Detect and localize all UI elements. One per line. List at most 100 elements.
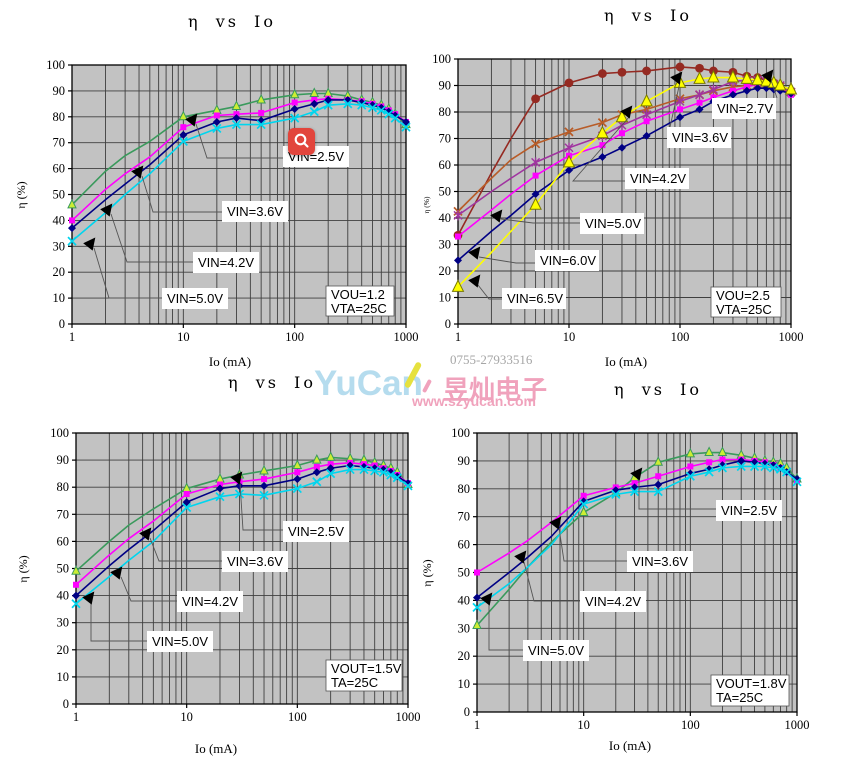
callout-leader — [195, 123, 283, 159]
callout-box — [222, 551, 288, 572]
y-tick-label: 80 — [57, 480, 70, 494]
callout-box — [712, 98, 776, 119]
callout-leader — [477, 284, 502, 300]
callout-leader — [239, 482, 283, 531]
y-tick-label: 0 — [445, 317, 451, 331]
callout-arrowhead — [761, 69, 774, 83]
callout-leader — [500, 218, 580, 224]
callout-leader — [90, 603, 147, 642]
y-tick-label: 90 — [439, 79, 452, 93]
callout-box — [177, 591, 243, 612]
callout-arrowhead — [670, 71, 683, 85]
x-tick-label: 10 — [177, 330, 190, 344]
y-tick-label: 0 — [464, 705, 470, 719]
callout-label: VIN=2.5V — [721, 503, 777, 518]
y-tick-label: 60 — [439, 158, 452, 172]
conditions-line: VTA=25C — [331, 301, 387, 316]
y-tick-label: 30 — [53, 239, 66, 253]
callout-label: VIN=5.0V — [528, 643, 584, 658]
callout-leader — [478, 256, 535, 264]
y-tick-label: 10 — [57, 670, 70, 684]
callout-label: VIN=5.0V — [585, 216, 641, 231]
y-tick-label: 80 — [458, 482, 471, 496]
x-tick-label: 1 — [474, 718, 480, 732]
x-tick-label: 10 — [180, 710, 193, 724]
chart-top-right: 1 10 100 1000 0 10 20 30 40 50 60 70 80 90 100 VIN=2.7V… — [422, 6, 804, 369]
x-tick-label: 100 — [671, 330, 690, 344]
chart-top-left: 1 10 100 10000102030405060708090100VIN=2.5V… — [14, 12, 419, 369]
chart-title: η vs Io — [614, 380, 702, 399]
callout-box — [535, 250, 599, 271]
callout-arrowhead — [82, 591, 95, 605]
callout-box — [162, 288, 228, 309]
chart-title: η vs Io — [228, 373, 316, 392]
conditions-line: VOUT=1.8V — [716, 676, 787, 691]
y-tick-label: 40 — [439, 211, 452, 225]
x-axis-label: Io (mA) — [209, 354, 251, 369]
x-tick-label: 10 — [563, 330, 576, 344]
callout-leader — [669, 81, 681, 128]
y-tick-label: 90 — [458, 454, 471, 468]
callout-arrowhead — [630, 467, 643, 481]
y-tick-label: 10 — [53, 291, 66, 305]
callout-box — [283, 521, 349, 542]
y-tick-label: 100 — [50, 426, 69, 440]
chart-title: η vs Io — [188, 12, 276, 31]
callout-leader — [638, 479, 716, 510]
callout-arrowhead — [83, 237, 96, 251]
callout-arrowhead — [139, 527, 152, 541]
y-tick-label: 70 — [53, 136, 66, 150]
y-tick-label: 30 — [439, 238, 452, 252]
x-axis-label: Io (mA) — [609, 738, 651, 753]
callout-box — [580, 213, 644, 234]
callout-box — [580, 591, 646, 612]
callout-leader — [770, 79, 778, 99]
y-tick-label: 50 — [53, 188, 66, 202]
callout-leader — [572, 115, 631, 182]
callout-arrowhead — [480, 592, 493, 606]
y-axis-label: η (%) — [422, 196, 431, 214]
y-tick-label: 50 — [458, 566, 471, 580]
callout-leader — [149, 537, 222, 562]
y-tick-label: 100 — [46, 58, 65, 72]
watermark-chinese-name: 昱灿电子 — [443, 375, 548, 405]
callout-label: VIN=2.7V — [717, 101, 773, 116]
y-tick-label: 70 — [57, 507, 70, 521]
y-tick-label: 60 — [57, 534, 70, 548]
callout-arrowhead — [620, 105, 633, 119]
y-tick-label: 40 — [458, 593, 471, 607]
callout-box — [667, 127, 731, 148]
callout-box — [502, 288, 566, 309]
callout-leader — [488, 604, 523, 651]
callout-label: VIN=3.6V — [632, 554, 688, 569]
callout-label: VIN=4.2V — [630, 171, 686, 186]
callout-leader — [93, 247, 162, 299]
y-tick-label: 10 — [439, 291, 452, 305]
callout-arrowhead — [230, 471, 243, 485]
conditions-line: VOU=2.5 — [716, 288, 770, 303]
x-tick-label: 1000 — [779, 330, 804, 344]
callout-label: VIN=3.6V — [672, 130, 728, 145]
y-tick-label: 40 — [57, 589, 70, 603]
callout-label: VIN=4.2V — [198, 255, 254, 270]
conditions-line: VOU=1.2 — [331, 287, 385, 302]
callout-label: VIN=6.5V — [507, 291, 563, 306]
y-tick-label: 50 — [439, 185, 452, 199]
y-tick-label: 0 — [59, 317, 65, 331]
callout-box — [193, 252, 259, 273]
callout-arrowhead — [131, 165, 144, 179]
x-tick-label: 10 — [577, 718, 590, 732]
chart-bottom-left: 1 10 100 1000 0 10 20 30 40 50 60 70 80 90 100 VIN=2.5V… — [16, 373, 421, 756]
conditions-line: TA=25C — [331, 675, 378, 690]
callout-arrowhead — [468, 274, 481, 288]
y-tick-label: 100 — [451, 426, 470, 440]
watermark-website: www.szyucan.com — [412, 393, 536, 409]
conditions-box — [710, 674, 790, 707]
y-tick-label: 40 — [53, 213, 66, 227]
callout-box — [147, 631, 213, 652]
callout-box — [627, 551, 693, 572]
conditions-line: VOUT=1.5V — [331, 661, 402, 676]
magnifier-icon[interactable] — [288, 128, 315, 155]
